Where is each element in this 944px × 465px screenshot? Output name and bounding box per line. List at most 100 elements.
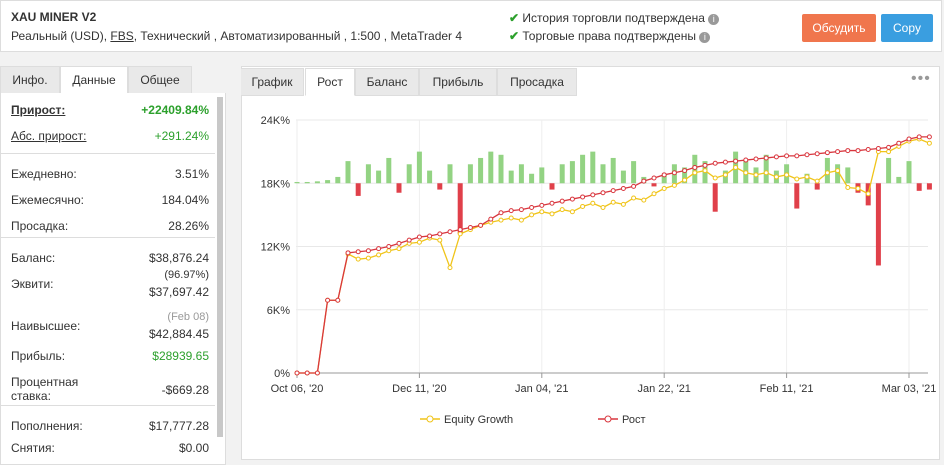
left-panel: Инфо. Данные Общее Прирост: +22409.84% Абс…	[0, 66, 226, 465]
stat-label: Процентная ставка:	[11, 375, 79, 403]
stat-label: Прибыль:	[11, 349, 66, 363]
menu-dots[interactable]: •••	[911, 70, 931, 87]
point	[794, 176, 800, 182]
point	[814, 151, 820, 157]
stat-label: Баланс:	[11, 251, 56, 265]
y-tick-label: 18K%	[261, 178, 291, 190]
bar	[376, 170, 382, 184]
point	[376, 252, 382, 258]
point	[396, 246, 402, 252]
point	[610, 199, 616, 205]
point	[569, 196, 575, 202]
point	[784, 172, 790, 178]
tab[interactable]: Рост	[305, 68, 355, 96]
copy-button[interactable]: Copy	[881, 14, 933, 42]
point	[345, 250, 351, 256]
x-tick-label: Feb 11, '21	[760, 383, 814, 395]
point	[753, 172, 759, 178]
stat-value: $42,884.45	[148, 327, 209, 341]
point	[355, 249, 361, 255]
tab[interactable]: Инфо.	[0, 66, 60, 94]
point	[794, 153, 800, 159]
x-tick-label: Mar 03, '21	[882, 383, 937, 395]
discuss-button[interactable]: Обсудить	[802, 14, 876, 42]
point	[600, 204, 606, 210]
bar	[569, 161, 575, 184]
tab[interactable]: Прибыль	[419, 68, 497, 96]
subtitle: Реальный (USD), FBS, Технический , Автом…	[11, 29, 462, 43]
bar	[447, 164, 453, 184]
point	[845, 148, 851, 154]
point	[416, 239, 422, 245]
point	[600, 190, 606, 196]
bar	[508, 170, 514, 184]
stat-label: Наивысшее:	[11, 319, 81, 333]
tab[interactable]: Просадка	[497, 68, 577, 96]
point	[743, 157, 749, 163]
point	[406, 237, 412, 243]
point	[773, 154, 779, 160]
tab[interactable]: Данные	[60, 66, 128, 94]
point	[335, 297, 341, 303]
point	[926, 140, 932, 146]
point	[784, 153, 790, 159]
tab[interactable]: Баланс	[355, 68, 419, 96]
bar	[651, 183, 657, 187]
stat-value: +291.24%	[154, 129, 209, 143]
stat-label: Просадка:	[11, 219, 69, 233]
bar	[365, 164, 371, 184]
point	[365, 248, 371, 254]
point	[712, 175, 718, 181]
legend-item: Equity Growth	[420, 414, 513, 426]
bar	[926, 183, 932, 190]
point	[692, 170, 698, 176]
point	[804, 152, 810, 158]
tab[interactable]: График	[241, 68, 304, 96]
bar	[294, 181, 300, 184]
bar	[712, 183, 718, 212]
bar	[661, 173, 667, 184]
stat-label: Эквити:	[11, 277, 54, 291]
bar	[549, 183, 555, 190]
x-tick-label: Jan 04, '21	[515, 383, 568, 395]
point	[518, 217, 524, 223]
verification-text: Торговые права подтверждены	[522, 29, 696, 43]
stat-note: (Feb 08)	[167, 311, 209, 323]
x-tick-label: Oct 06, '20	[271, 383, 324, 395]
subtitle-prefix: Реальный (USD),	[11, 29, 108, 43]
subtitle-rest: , Технический , Автоматизированный , 1:5…	[133, 29, 463, 43]
point	[549, 200, 555, 206]
bar	[620, 170, 626, 184]
bar	[498, 154, 504, 184]
stat-value: $38,876.24	[148, 251, 209, 265]
scrollbar[interactable]	[217, 97, 223, 437]
stat-value: +22409.84%	[141, 103, 209, 117]
point	[773, 174, 779, 180]
point	[590, 200, 596, 206]
point	[325, 297, 331, 303]
bar	[763, 154, 769, 184]
point	[722, 159, 728, 165]
y-tick-label: 6K%	[267, 305, 290, 317]
legend-marker	[426, 415, 434, 423]
info-icon[interactable]: i	[708, 14, 720, 25]
stat-value: -$669.28	[161, 383, 209, 397]
y-tick-label: 24K%	[261, 115, 291, 127]
broker-link[interactable]: FBS	[110, 29, 134, 43]
point	[702, 168, 708, 174]
point	[294, 370, 300, 376]
bar	[580, 154, 586, 184]
point	[886, 144, 892, 150]
bar	[488, 151, 494, 184]
separator	[1, 405, 215, 406]
point	[559, 207, 565, 213]
point	[437, 237, 443, 243]
tab[interactable]: Общее	[128, 66, 192, 94]
info-icon[interactable]: i	[699, 32, 711, 43]
separator	[1, 237, 215, 238]
bar	[916, 183, 922, 191]
point	[396, 240, 402, 246]
left-tabs: Инфо. Данные Общее	[0, 66, 226, 94]
point	[886, 149, 892, 155]
